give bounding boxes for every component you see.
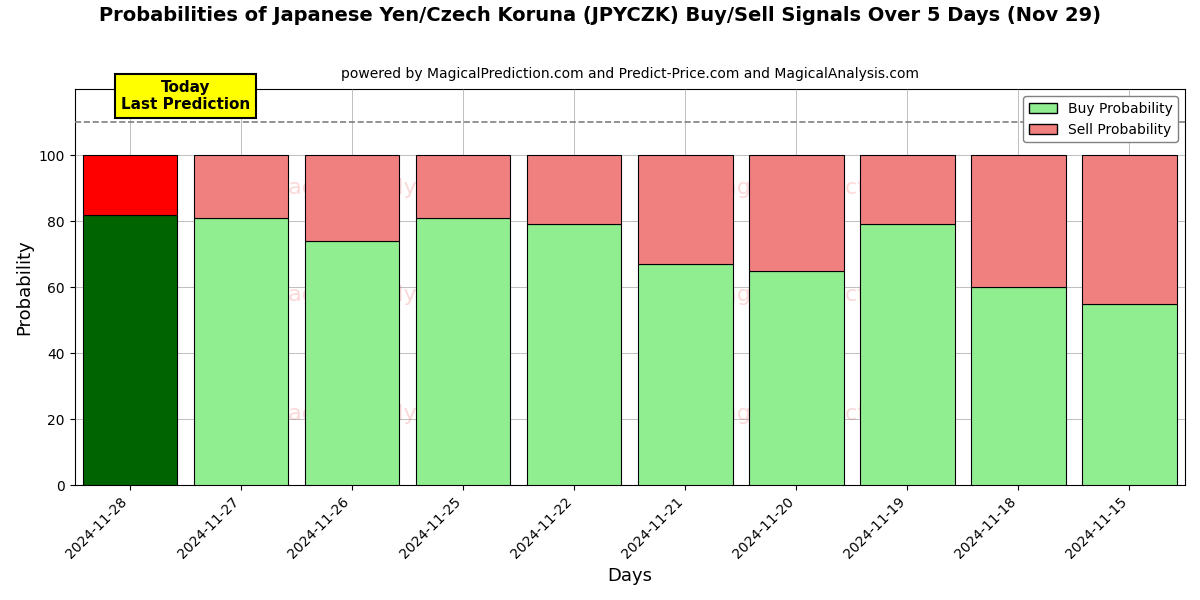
Bar [305,155,400,241]
Bar [416,155,510,218]
Bar [860,155,955,224]
X-axis label: Days: Days [607,567,653,585]
Text: MagicalPrediction.com: MagicalPrediction.com [704,285,955,305]
Bar [416,218,510,485]
Bar [638,155,732,264]
Bar [971,287,1066,485]
Text: Probabilities of Japanese Yen/Czech Koruna (JPYCZK) Buy/Sell Signals Over 5 Days: Probabilities of Japanese Yen/Czech Koru… [98,6,1102,25]
Bar [860,224,955,485]
Y-axis label: Probability: Probability [16,239,34,335]
Bar [1082,304,1177,485]
Title: powered by MagicalPrediction.com and Predict-Price.com and MagicalAnalysis.com: powered by MagicalPrediction.com and Pre… [341,67,919,81]
Bar [194,218,288,485]
Text: MagicalPrediction.com: MagicalPrediction.com [704,178,955,198]
Legend: Buy Probability, Sell Probability: Buy Probability, Sell Probability [1024,96,1178,142]
Text: MagicalPrediction.com: MagicalPrediction.com [704,404,955,424]
Bar [638,264,732,485]
Bar [971,155,1066,287]
Bar [83,155,178,215]
Bar [527,224,622,485]
Bar [83,215,178,485]
Text: MagicalAnalysis.com: MagicalAnalysis.com [270,178,502,198]
Bar [527,155,622,224]
Bar [194,155,288,218]
Text: Today
Last Prediction: Today Last Prediction [121,80,251,112]
Text: MagicalAnalysis.com: MagicalAnalysis.com [270,404,502,424]
Bar [749,155,844,271]
Bar [749,271,844,485]
Bar [1082,155,1177,304]
Bar [305,241,400,485]
Text: MagicalAnalysis.com: MagicalAnalysis.com [270,285,502,305]
